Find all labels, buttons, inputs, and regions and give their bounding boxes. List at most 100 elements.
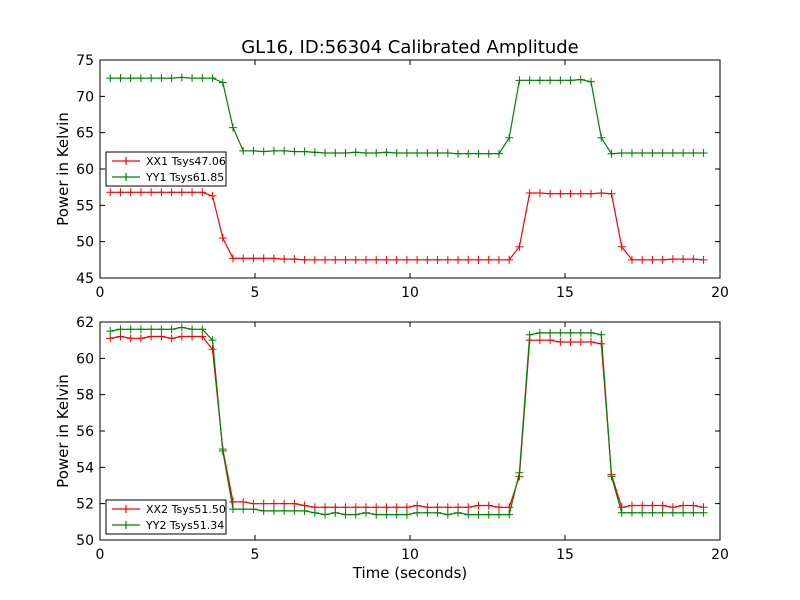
data-point xyxy=(413,255,422,264)
data-point xyxy=(576,337,585,346)
chart-panel-1: 0 5 10 15 20 45 50 55 60 65 70 75 Power in Kelvin XX1… xyxy=(54,53,729,301)
data-point xyxy=(310,255,319,264)
data-point xyxy=(699,508,708,517)
data-point xyxy=(638,149,647,158)
data-point xyxy=(208,191,217,200)
data-point xyxy=(525,76,534,85)
data-point xyxy=(556,337,565,346)
data-point xyxy=(116,325,125,334)
data-point xyxy=(147,332,156,341)
y-tick-label: 54 xyxy=(76,460,94,476)
data-point xyxy=(699,149,708,158)
data-point xyxy=(535,336,544,345)
data-point xyxy=(106,327,115,336)
data-point xyxy=(546,189,555,198)
y-tick-label: 52 xyxy=(76,497,94,513)
series-line xyxy=(110,326,704,516)
data-point xyxy=(689,255,698,264)
data-point xyxy=(443,503,452,512)
x-axis-label: Time (seconds) xyxy=(352,564,468,582)
data-point xyxy=(433,149,442,158)
y-tick-label: 58 xyxy=(76,388,94,404)
data-point xyxy=(321,503,330,512)
y-tick-label: 56 xyxy=(76,424,94,440)
data-point xyxy=(310,148,319,157)
chart-title: GL16, ID:56304 Calibrated Amplitude xyxy=(241,37,579,58)
data-point xyxy=(269,506,278,515)
x-tick-label: 0 xyxy=(96,547,105,563)
data-point xyxy=(607,189,616,198)
data-point xyxy=(515,242,524,251)
data-point xyxy=(392,510,401,519)
data-point xyxy=(177,188,186,197)
data-point xyxy=(361,149,370,158)
data-point xyxy=(106,74,115,83)
data-point xyxy=(249,146,258,155)
data-point xyxy=(638,255,647,264)
y-axis-label: Power in Kelvin xyxy=(54,374,72,488)
legend-label: YY1 Tsys61.85 xyxy=(145,171,224,184)
data-point xyxy=(668,508,677,517)
data-point xyxy=(310,508,319,517)
data-point xyxy=(525,188,534,197)
data-point xyxy=(361,508,370,517)
x-tick-label: 5 xyxy=(251,285,260,301)
data-point xyxy=(290,499,299,508)
data-point xyxy=(239,505,248,514)
data-point xyxy=(259,254,268,263)
data-point xyxy=(689,508,698,517)
data-point xyxy=(228,497,237,506)
data-point xyxy=(300,506,309,515)
data-point xyxy=(382,148,391,157)
data-point xyxy=(157,332,166,341)
data-point xyxy=(668,255,677,264)
data-point xyxy=(658,501,667,510)
data-point xyxy=(597,188,606,197)
data-point xyxy=(392,255,401,264)
data-point xyxy=(658,149,667,158)
data-point xyxy=(269,146,278,155)
data-point xyxy=(484,149,493,158)
data-point xyxy=(239,254,248,263)
y-tick-label: 75 xyxy=(76,53,94,69)
data-point xyxy=(167,334,176,343)
data-point xyxy=(361,255,370,264)
data-point xyxy=(290,147,299,156)
data-point xyxy=(239,146,248,155)
data-point xyxy=(126,74,135,83)
legend-swatch xyxy=(112,505,140,513)
data-point xyxy=(668,149,677,158)
x-tick-label: 5 xyxy=(251,547,260,563)
data-point xyxy=(198,74,207,83)
data-point xyxy=(259,499,268,508)
data-point xyxy=(689,149,698,158)
data-point xyxy=(484,501,493,510)
y-tick-label: 50 xyxy=(76,235,94,251)
data-point xyxy=(679,508,688,517)
data-point xyxy=(157,325,166,334)
data-point xyxy=(648,255,657,264)
data-point xyxy=(239,497,248,506)
data-point xyxy=(413,149,422,158)
data-point xyxy=(679,149,688,158)
data-point xyxy=(515,76,524,85)
data-point xyxy=(474,501,483,510)
data-point xyxy=(617,242,626,251)
series-2-2 xyxy=(106,323,708,519)
data-point xyxy=(177,323,186,332)
data-point xyxy=(177,73,186,82)
data-point xyxy=(341,149,350,158)
data-point xyxy=(290,255,299,264)
data-point xyxy=(106,334,115,343)
legend-swatch xyxy=(112,157,140,165)
data-point xyxy=(126,325,135,334)
data-point xyxy=(402,149,411,158)
data-point xyxy=(321,510,330,519)
data-point xyxy=(443,149,452,158)
data-point xyxy=(208,74,217,83)
data-point xyxy=(280,146,289,155)
y-tick-label: 60 xyxy=(76,162,94,178)
data-point xyxy=(372,510,381,519)
